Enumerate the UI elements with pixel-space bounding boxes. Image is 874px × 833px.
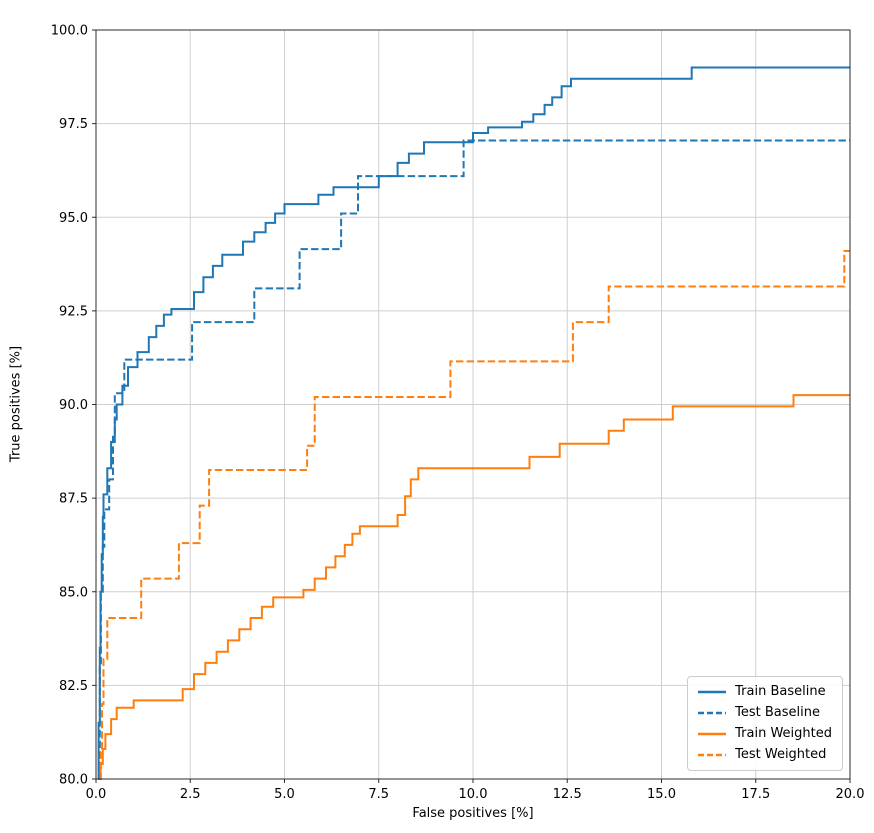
legend-label: Train Weighted [735, 726, 832, 741]
x-tick-label: 7.5 [368, 787, 389, 802]
legend: Train Baseline Test Baseline Train Weighte… [687, 676, 843, 771]
x-tick-label: 20.0 [836, 787, 865, 802]
y-tick-label: 97.5 [59, 117, 88, 132]
legend-line-sample-icon [698, 711, 727, 715]
x-tick-label: 2.5 [180, 787, 201, 802]
legend-label: Test Weighted [735, 747, 827, 762]
x-tick-label: 15.0 [647, 787, 676, 802]
legend-line-sample-icon [698, 732, 727, 736]
x-axis-label: False positives [%] [412, 806, 534, 821]
x-tick-label: 0.0 [86, 787, 107, 802]
legend-item-test-baseline: Test Baseline [697, 705, 832, 721]
x-tick-label: 10.0 [459, 787, 488, 802]
y-tick-label: 87.5 [59, 492, 88, 507]
y-tick-label: 85.0 [59, 585, 88, 600]
legend-item-train-baseline: Train Baseline [697, 684, 832, 700]
legend-item-train-weighted: Train Weighted [697, 726, 832, 742]
y-axis-label: True positives [%] [8, 345, 24, 463]
series-train-weighted [99, 394, 850, 780]
x-tick-label: 12.5 [553, 787, 582, 802]
y-tick-label: 90.0 [59, 398, 88, 413]
legend-line-sample-icon [698, 753, 727, 757]
y-tick-label: 82.5 [59, 679, 88, 694]
legend-label: Train Baseline [735, 684, 826, 699]
legend-line-sample-icon [698, 690, 727, 694]
series-test-weighted [99, 250, 850, 780]
y-tick-label: 100.0 [51, 24, 88, 39]
x-tick-label: 5.0 [274, 787, 295, 802]
series-train-baseline [97, 66, 850, 780]
y-tick-label: 95.0 [59, 211, 88, 226]
series-test-baseline [98, 139, 850, 780]
y-tick-label: 80.0 [59, 773, 88, 788]
x-tick-label: 17.5 [741, 787, 770, 802]
legend-item-test-weighted: Test Weighted [697, 747, 832, 763]
legend-label: Test Baseline [735, 705, 820, 720]
y-tick-label: 92.5 [59, 304, 88, 319]
